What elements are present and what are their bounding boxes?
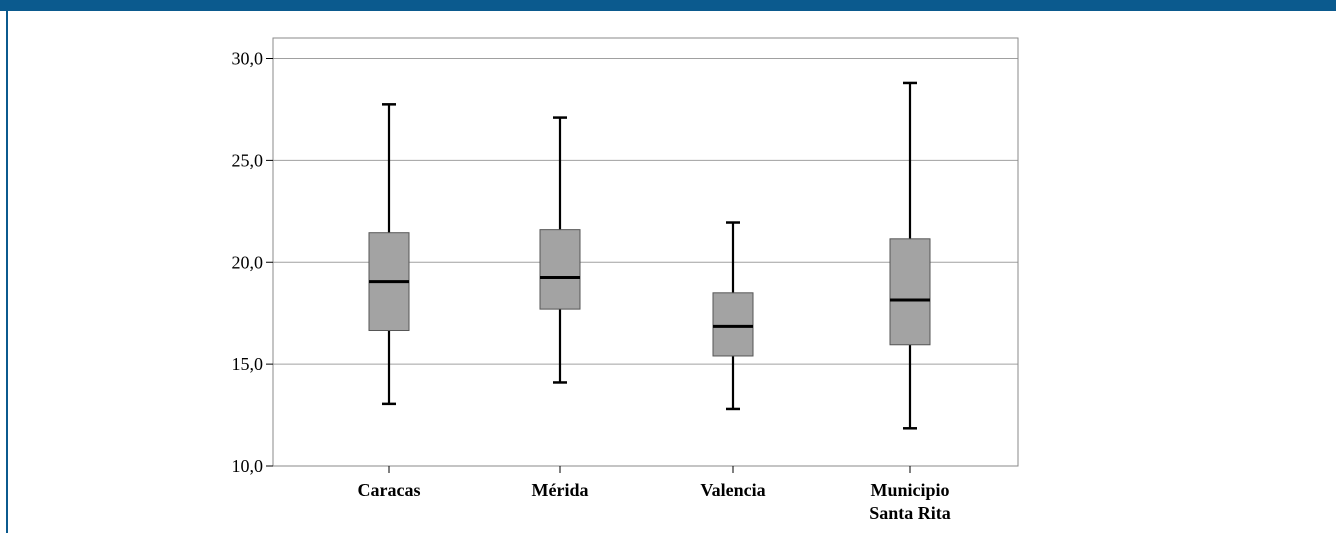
x-category-label: Mérida — [532, 480, 589, 500]
x-category-label: Valencia — [700, 480, 765, 500]
box — [712, 292, 754, 357]
box — [539, 229, 581, 310]
y-tick-label: 25,0 — [232, 150, 264, 170]
x-category-label: Municipio — [870, 480, 949, 500]
window-title-bar — [0, 0, 1336, 11]
x-category-label: Santa Rita — [869, 503, 951, 523]
y-tick-label: 20,0 — [232, 252, 264, 272]
x-category-label: Caracas — [358, 480, 421, 500]
y-tick-label: 10,0 — [232, 456, 264, 476]
plot-frame — [272, 37, 1019, 467]
y-tick-label: 30,0 — [232, 49, 264, 69]
box — [889, 238, 931, 346]
window-left-border — [6, 11, 8, 533]
y-tick-label: 15,0 — [232, 354, 264, 374]
